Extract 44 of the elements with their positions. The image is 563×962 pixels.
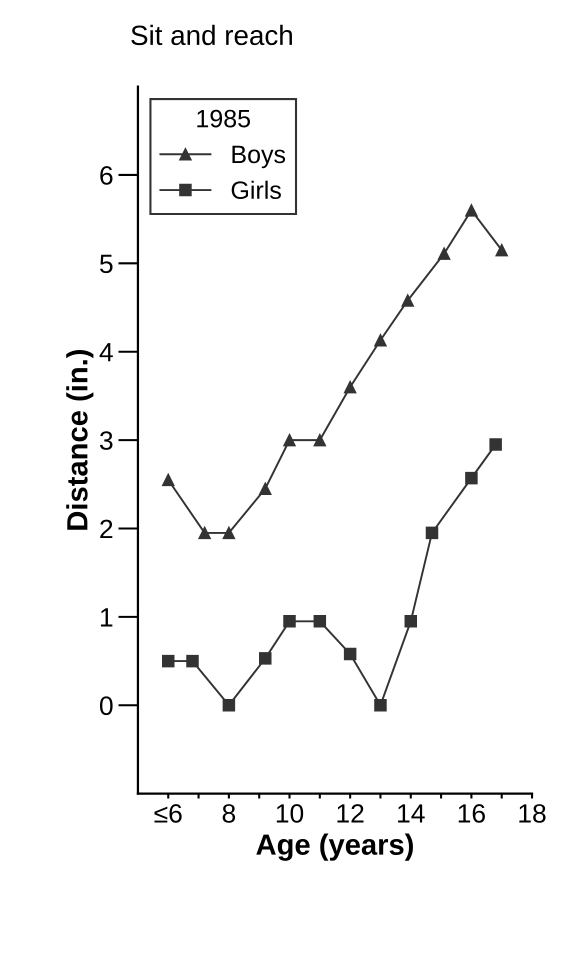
x-tick-label: 12 (337, 804, 364, 822)
point (162, 474, 174, 486)
point (314, 615, 326, 628)
point (465, 472, 478, 484)
legend-title: 1985 (197, 110, 250, 128)
chart-title: Sit and reach (131, 24, 292, 46)
x-tick-label: 10 (276, 804, 304, 823)
point (438, 247, 450, 260)
legend-label: Boys (232, 146, 286, 168)
point (489, 438, 502, 451)
x-tick-label: 16 (458, 804, 485, 823)
y-tick-label: 4 (100, 343, 113, 362)
point (283, 615, 296, 628)
x-tick-label: 8 (222, 804, 236, 823)
point (401, 294, 414, 307)
y-axis-title: Distance (in.) (66, 350, 94, 530)
x-tick-label: 14 (398, 804, 425, 822)
point (259, 652, 272, 665)
legend-label: Girls (232, 180, 281, 200)
point (374, 699, 387, 712)
point (314, 434, 326, 446)
point (344, 648, 356, 660)
point (222, 526, 236, 540)
point (283, 434, 296, 446)
point (222, 699, 236, 712)
point (344, 380, 356, 394)
x-axis-title: Age (years) (256, 834, 413, 861)
point (198, 526, 211, 540)
y-tick-label: 2 (100, 520, 112, 538)
point (186, 654, 199, 668)
point (426, 526, 438, 540)
x-tick-label: 18 (519, 804, 546, 823)
point (465, 204, 478, 217)
point (162, 654, 174, 668)
y-tick-label: 1 (100, 608, 112, 626)
point (404, 615, 418, 628)
point (374, 334, 387, 346)
y-tick-label: 5 (100, 254, 113, 274)
point (259, 482, 272, 495)
y-tick-label: 6 (100, 166, 112, 185)
point (495, 244, 508, 256)
x-tick-label: ≤6 (154, 804, 182, 823)
y-tick-label: 3 (100, 431, 112, 450)
y-tick-label: 0 (100, 696, 113, 716)
